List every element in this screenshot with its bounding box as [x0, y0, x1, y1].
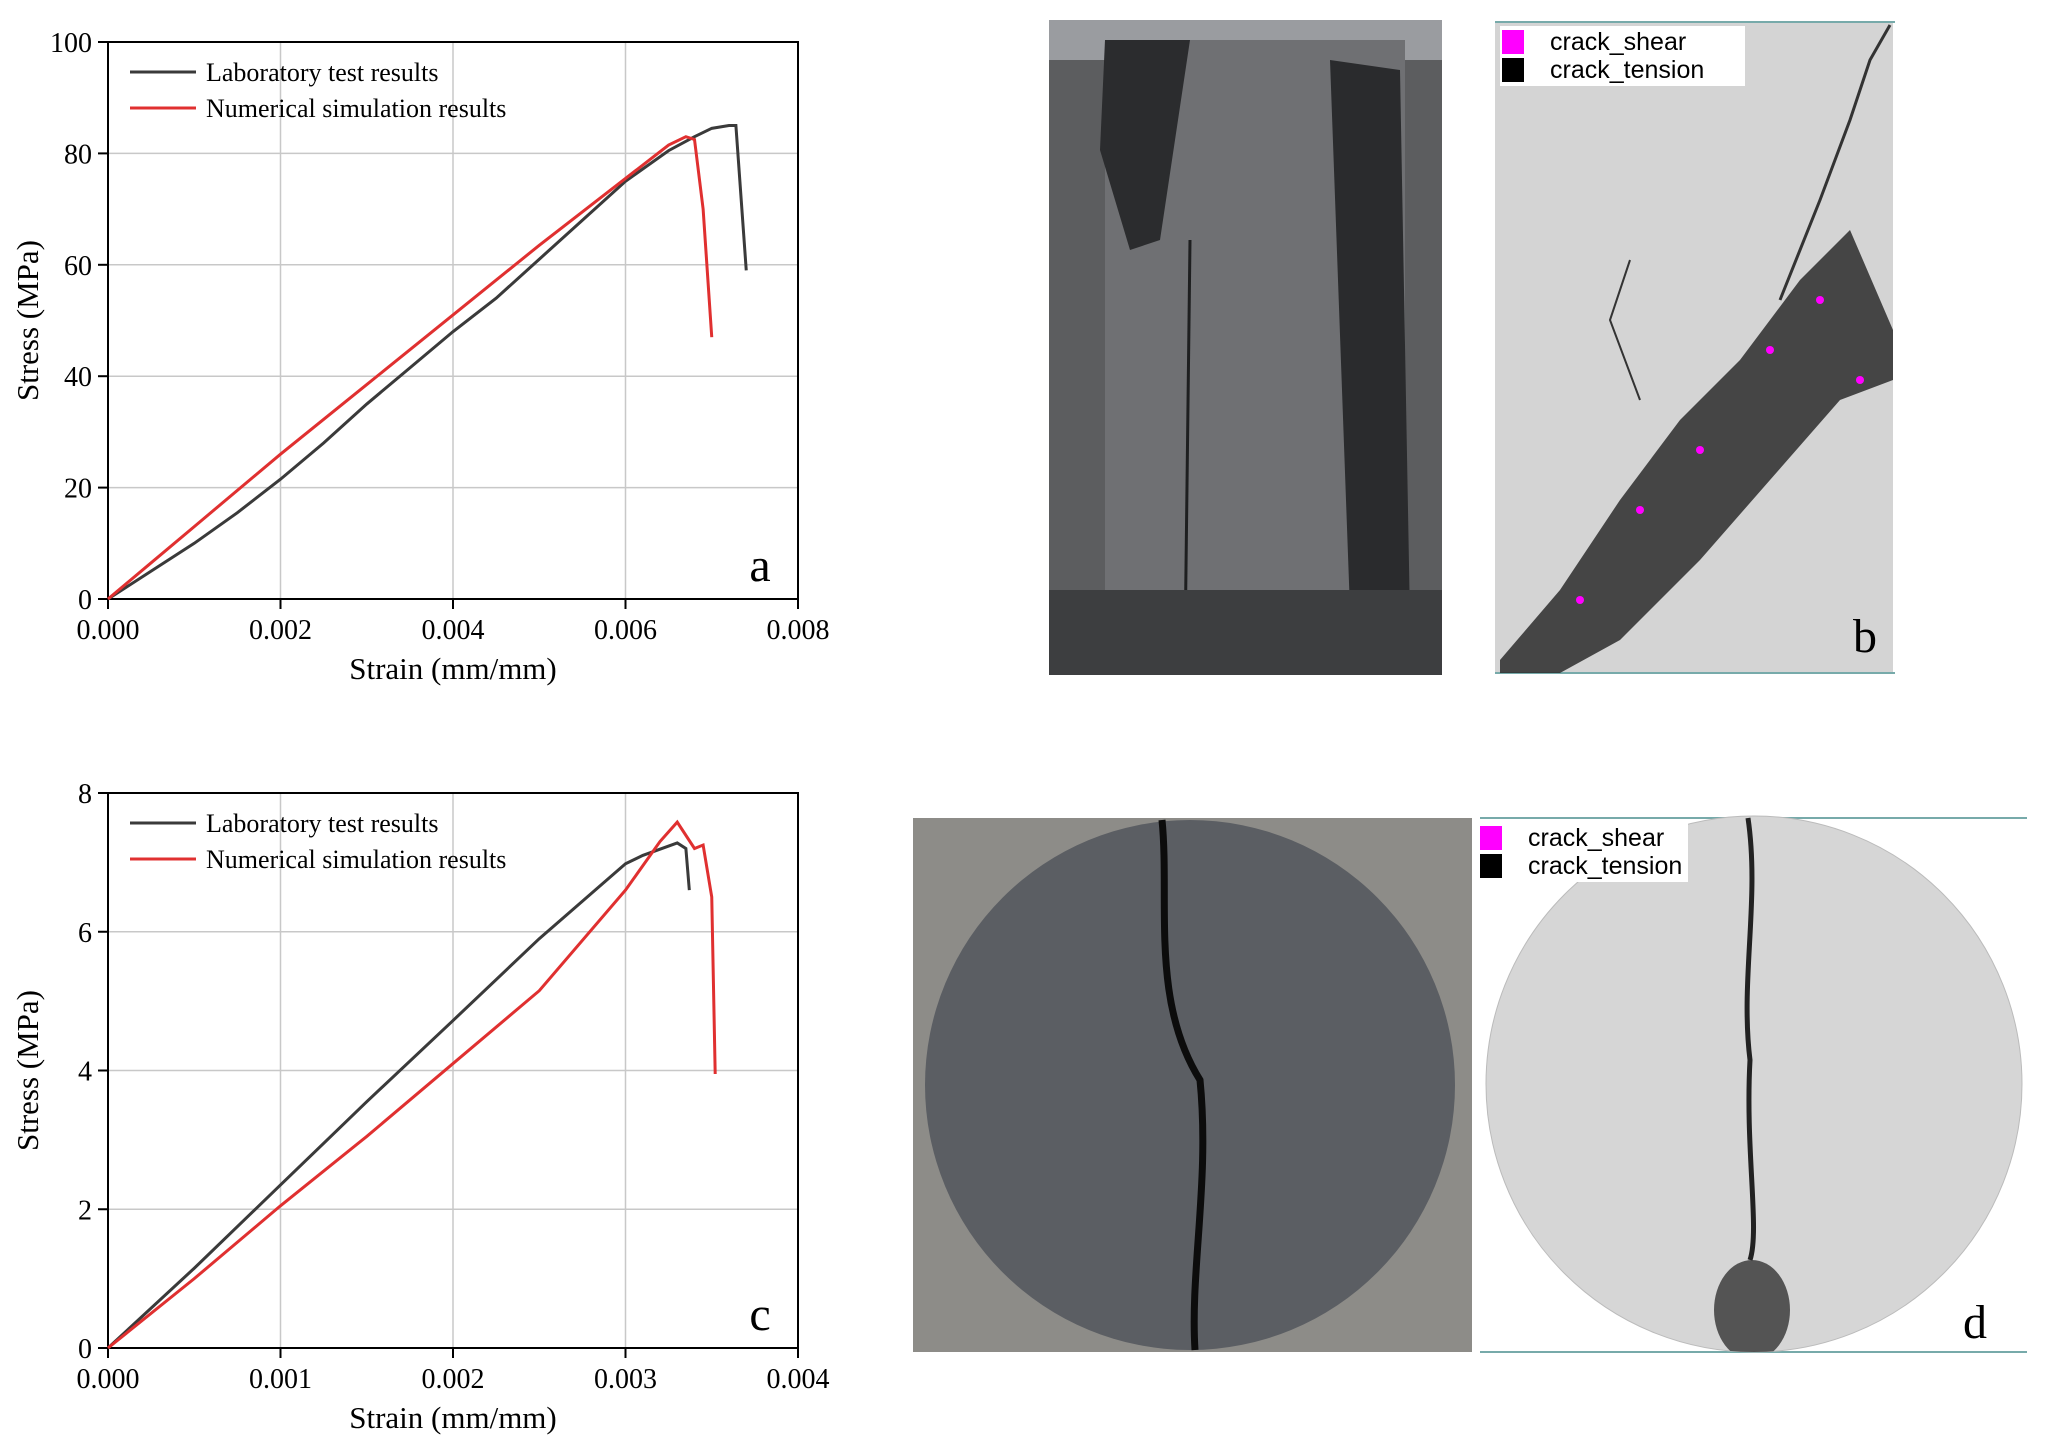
x-tick-label: 0.000 [77, 615, 140, 646]
legend-swatch [1480, 854, 1502, 878]
y-tick-label: 0 [78, 1334, 92, 1365]
legend-label: Numerical simulation results [206, 845, 506, 874]
y-tick-label: 20 [64, 474, 92, 505]
panel-label: a [749, 539, 770, 592]
legend-swatch [1502, 58, 1524, 82]
panel-label: d [1963, 1296, 1987, 1349]
y-tick-label: 80 [64, 139, 92, 170]
chart: 0.000 0.001 0.002 0.003 0.004 0 2 4 6 8 Laboratory… [10, 779, 830, 1435]
x-tick-label: 0.000 [77, 1364, 140, 1395]
x-tick-label: 0.001 [249, 1364, 312, 1395]
data-line [107, 135, 714, 601]
x-tick-label: 0.002 [249, 615, 312, 646]
data-line [107, 124, 748, 601]
data-line [107, 819, 717, 1350]
legend-swatch [1502, 30, 1524, 54]
panel-label: c [749, 1288, 770, 1341]
y-axis-label: Stress (MPa) [10, 990, 45, 1151]
panel-label: b [1853, 610, 1877, 663]
y-tick-label: 2 [78, 1195, 92, 1226]
y-tick-label: 8 [78, 779, 92, 810]
chart: 0.000 0.002 0.004 0.006 0.008 0 20 40 60 80 100 Lab… [10, 28, 830, 686]
simulation-d [1480, 815, 2027, 1353]
y-tick-label: 100 [50, 28, 92, 59]
legend-swatch [1480, 826, 1502, 850]
x-tick-label: 0.003 [594, 1364, 657, 1395]
photo-b [1049, 20, 1442, 675]
x-tick-label: 0.008 [767, 615, 830, 646]
simulation-b [1495, 21, 1895, 674]
x-tick-label: 0.004 [422, 615, 485, 646]
photo-d [913, 818, 1472, 1352]
x-axis-label: Strain (mm/mm) [349, 651, 557, 686]
legend-label: crack_tension [1528, 852, 1682, 880]
y-tick-label: 0 [78, 585, 92, 616]
plot-frame [107, 792, 799, 1349]
legend-label: Laboratory test results [206, 58, 439, 87]
y-axis-label: Stress (MPa) [10, 240, 45, 401]
legend-label: crack_shear [1550, 28, 1686, 56]
legend-label: crack_shear [1528, 824, 1664, 852]
legend-box [1478, 822, 1688, 882]
legend-label: crack_tension [1550, 56, 1704, 84]
x-tick-label: 0.004 [767, 1364, 830, 1395]
x-tick-label: 0.006 [594, 615, 657, 646]
legend-label: Laboratory test results [206, 809, 439, 838]
y-tick-label: 60 [64, 251, 92, 282]
legend-label: Numerical simulation results [206, 94, 506, 123]
x-tick-label: 0.002 [422, 1364, 485, 1395]
y-tick-label: 40 [64, 362, 92, 393]
legend-box [1500, 26, 1745, 86]
plot-frame [107, 41, 799, 600]
y-tick-label: 4 [78, 1057, 92, 1088]
y-tick-label: 6 [78, 918, 92, 949]
x-axis-label: Strain (mm/mm) [349, 1400, 557, 1435]
data-line [106, 841, 691, 1350]
